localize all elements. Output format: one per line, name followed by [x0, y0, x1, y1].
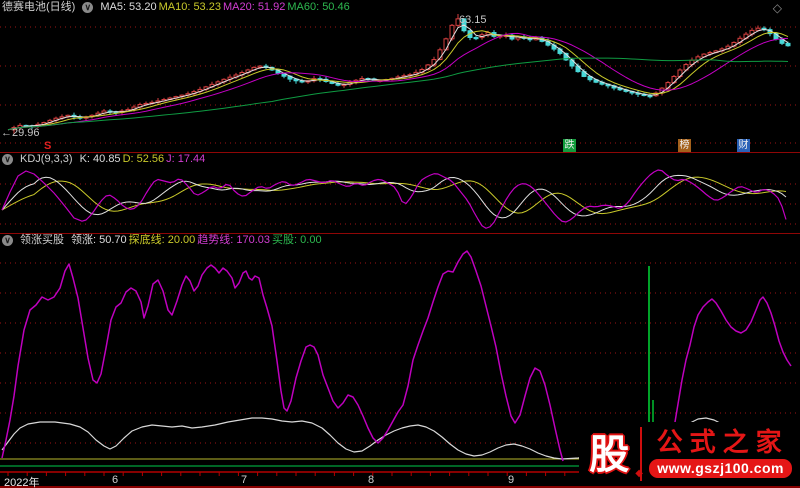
month-label: 7: [241, 474, 248, 486]
info-badge-榜[interactable]: 榜: [678, 139, 691, 152]
high-price-label: 63.15: [459, 14, 487, 26]
kdj-title: KDJ(9,3,3): [20, 153, 73, 165]
kdj-indicators: K: 40.85 D: 52.56 J: 17.44: [80, 152, 208, 166]
logo-diamond-icon: ◆: [635, 468, 643, 479]
info-badge-跌[interactable]: 跌: [563, 139, 576, 152]
signal-panel-header: ∨ 领涨买股 领涨: 50.70 探底线: 20.00 趋势线: 170.03 买股:…: [2, 233, 324, 247]
signal-title: 领涨买股: [20, 234, 64, 246]
low-price-label: ←29.96: [1, 127, 40, 139]
logo-url-text: www.gszj100.com: [657, 460, 784, 476]
time-axis[interactable]: 2022年 6 7 8 9: [0, 472, 800, 488]
month-label: 8: [368, 474, 375, 486]
collapse-kdj-icon[interactable]: ∨: [2, 153, 13, 165]
logo-url-badge: www.gszj100.com: [649, 459, 792, 478]
gszj-logo: 股 ◆ 公式之家 www.gszj100.com: [579, 422, 800, 486]
month-label: 6: [112, 474, 119, 486]
indicator-j: J: 17.44: [166, 153, 206, 165]
year-label: 2022年: [4, 477, 40, 488]
main-ma-indicators: MA5: 53.20 MA10: 53.23 MA20: 51.92 MA60: 50…: [100, 0, 351, 14]
collapse-signal-icon[interactable]: ∨: [2, 234, 13, 246]
stock-title: 德赛电池(日线): [2, 1, 76, 13]
indicator-maigu: 买股: 0.00: [272, 234, 322, 246]
logo-gu-character: 股: [589, 432, 630, 477]
logo-text-block: 公式之家 www.gszj100.com: [649, 430, 792, 478]
logo-brand-text: 公式之家: [656, 428, 789, 457]
indicator-ma5: MA5: 53.20: [100, 1, 157, 13]
indicator-ma20: MA20: 51.92: [222, 1, 286, 13]
diamond-icon[interactable]: ◇: [772, 1, 782, 15]
sell-point-marker: S: [44, 140, 52, 152]
signal-indicators: 领涨: 50.70 探底线: 20.00 趋势线: 170.03 买股: 0.00: [71, 233, 324, 247]
indicator-ma10: MA10: 53.23: [158, 1, 221, 13]
indicator-k: K: 40.85: [79, 153, 121, 165]
indicator-ma60: MA60: 50.46: [287, 1, 350, 13]
kdj-panel-header: ∨ KDJ(9,3,3) K: 40.85 D: 52.56 J: 17.44: [2, 152, 207, 166]
info-badge-财[interactable]: 财: [737, 139, 750, 152]
indicator-lingzhang: 领涨: 50.70: [71, 234, 127, 246]
month-label: 9: [508, 474, 515, 486]
indicator-d: D: 52.56: [122, 153, 165, 165]
indicator-qushixian: 趋势线: 170.03: [197, 234, 271, 246]
collapse-main-icon[interactable]: ∨: [82, 1, 94, 13]
indicator-tandixian: 探底线: 20.00: [128, 234, 196, 246]
logo-divider: ◆: [635, 427, 643, 481]
main-chart-header: 德赛电池(日线) ∨ MA5: 53.20 MA10: 53.23 MA20: 51…: [2, 0, 352, 14]
